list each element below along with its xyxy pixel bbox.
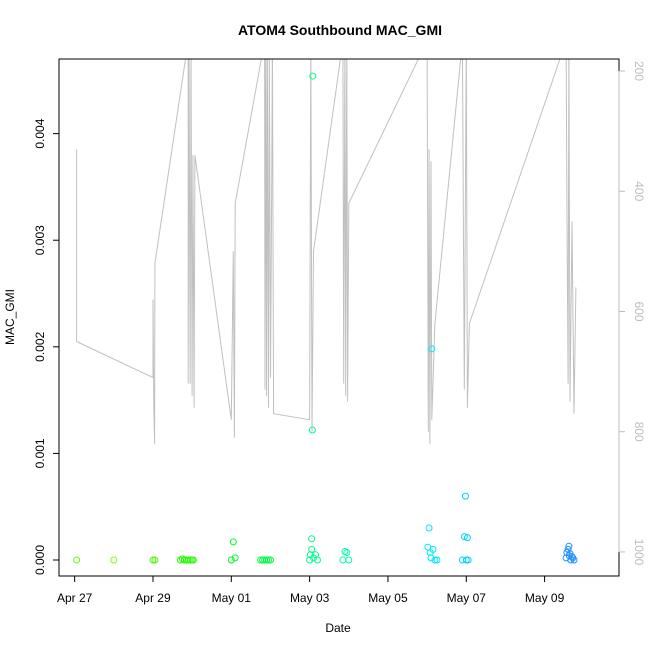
data-point <box>308 545 316 553</box>
data-point <box>565 542 573 550</box>
data-point <box>308 426 316 434</box>
data-point <box>110 556 118 564</box>
x-tick-label: May 05 <box>368 591 408 605</box>
data-point <box>231 554 239 562</box>
data-point <box>460 533 468 541</box>
right-tick-label: 200 <box>632 61 646 81</box>
data-point <box>464 556 472 564</box>
data-point <box>433 556 441 564</box>
data-point <box>463 534 471 542</box>
data-point <box>73 556 81 564</box>
data-point <box>345 556 353 564</box>
data-point <box>227 556 235 564</box>
right-tick-label: 600 <box>632 301 646 321</box>
data-point <box>462 556 470 564</box>
data-point <box>151 556 159 564</box>
data-point <box>309 72 317 80</box>
data-point <box>308 535 316 543</box>
x-tick-label: Apr 29 <box>135 591 171 605</box>
y-tick-label: 0.001 <box>33 438 47 468</box>
data-point <box>306 556 314 564</box>
y-tick-label: 0.004 <box>33 118 47 148</box>
right-series-line <box>76 59 577 444</box>
y-axis: 0.000 0.001 0.002 0.003 0.004 <box>33 118 60 575</box>
data-point <box>462 492 469 500</box>
right-axis-series <box>76 59 577 444</box>
data-point <box>267 556 274 564</box>
data-point <box>149 556 157 564</box>
x-tick-label: Apr 27 <box>57 591 93 605</box>
data-point <box>429 545 437 553</box>
data-point <box>265 556 272 564</box>
y-tick-label: 0.003 <box>33 225 47 255</box>
right-tick-label: 400 <box>632 181 646 201</box>
data-point <box>431 556 439 564</box>
data-point <box>263 556 271 564</box>
data-point <box>564 545 572 553</box>
data-point <box>186 556 194 564</box>
x-axis: Apr 27 Apr 29 May 01 May 03 May 05 May 07 May … <box>57 575 565 605</box>
chart-title: ATOM4 Southbound MAC_GMI <box>238 22 442 38</box>
right-axis: 200 400 600 800 1000 <box>618 61 646 566</box>
data-point <box>314 556 321 564</box>
data-point <box>428 345 436 353</box>
y-axis-label: MAC_GMI <box>3 289 17 345</box>
x-axis-label: Date <box>325 621 351 635</box>
data-point <box>184 556 192 564</box>
scatter-points <box>73 72 578 564</box>
x-tick-label: May 01 <box>212 591 252 605</box>
data-point <box>189 556 197 564</box>
x-tick-label: May 09 <box>525 591 565 605</box>
right-tick-label: 800 <box>632 422 646 442</box>
data-point <box>570 556 578 564</box>
data-point <box>425 524 433 532</box>
y-tick-label: 0.002 <box>33 331 47 361</box>
x-tick-label: May 03 <box>290 591 330 605</box>
y-tick-label: 0.000 <box>33 545 47 575</box>
data-point <box>229 538 237 546</box>
data-point <box>427 554 435 562</box>
data-point <box>567 556 575 564</box>
right-tick-label: 1000 <box>632 539 646 566</box>
data-point <box>343 549 351 556</box>
x-tick-label: May 07 <box>447 591 487 605</box>
